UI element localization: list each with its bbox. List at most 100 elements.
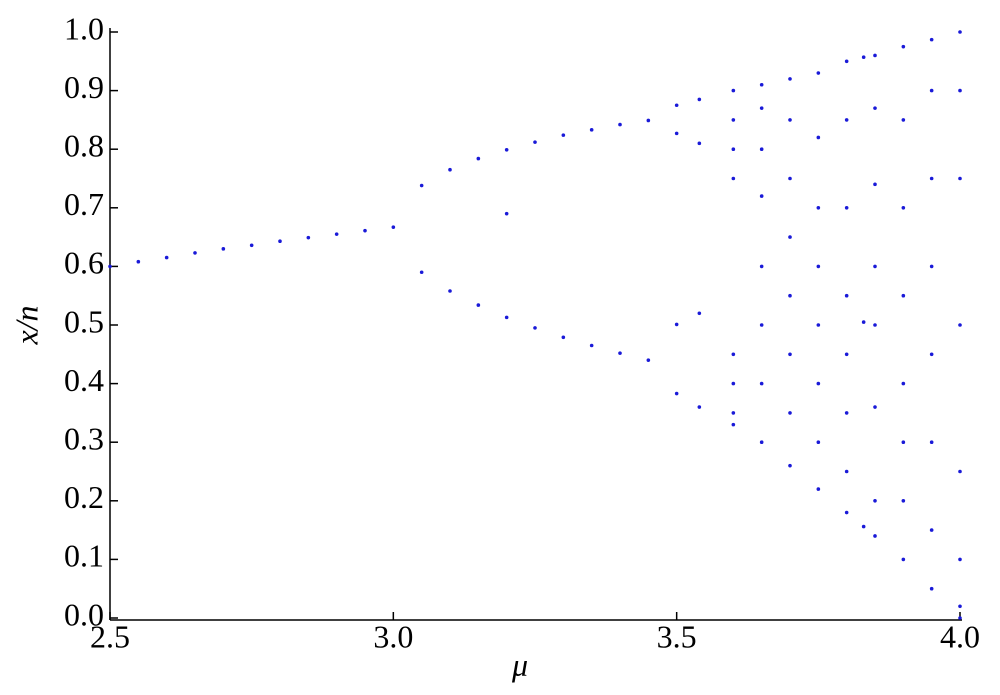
point <box>844 411 849 415</box>
point <box>731 147 736 151</box>
point <box>759 381 764 386</box>
point <box>674 391 679 396</box>
point <box>561 133 566 137</box>
point <box>697 311 702 316</box>
point <box>788 352 792 357</box>
point <box>844 469 849 474</box>
point <box>873 53 877 58</box>
y-tick-label: 0.9 <box>64 69 104 105</box>
point <box>221 247 226 251</box>
point <box>731 118 736 122</box>
point <box>901 293 906 298</box>
point <box>873 534 877 538</box>
point <box>788 235 792 239</box>
x-tick-label: 2.5 <box>90 618 130 654</box>
point <box>731 381 736 386</box>
point <box>476 303 481 307</box>
point <box>958 323 962 327</box>
point <box>816 206 821 210</box>
point <box>697 141 702 146</box>
point <box>929 176 934 181</box>
point <box>759 264 764 269</box>
point <box>589 343 594 348</box>
point <box>929 264 934 269</box>
point <box>759 194 764 198</box>
point <box>164 255 169 260</box>
y-tick-label: 1.0 <box>64 10 104 46</box>
point <box>589 128 594 132</box>
point <box>788 293 792 298</box>
point <box>901 499 906 503</box>
point <box>816 135 821 140</box>
x-axis-label: μ <box>511 646 528 682</box>
point <box>788 118 792 122</box>
point <box>504 211 509 216</box>
point <box>448 289 452 293</box>
point <box>929 528 934 532</box>
point <box>844 206 849 210</box>
point <box>929 440 934 445</box>
point <box>816 381 821 386</box>
point <box>419 270 424 275</box>
point <box>674 322 679 327</box>
point <box>873 405 877 409</box>
point <box>363 228 367 233</box>
point <box>929 586 934 591</box>
point <box>391 225 396 229</box>
point <box>861 524 866 529</box>
point <box>646 118 651 123</box>
point <box>697 405 702 409</box>
point <box>759 147 764 151</box>
point <box>476 156 481 161</box>
point <box>533 326 537 330</box>
point <box>901 440 906 445</box>
point <box>958 88 962 93</box>
point <box>136 259 141 264</box>
point <box>419 183 424 188</box>
point <box>816 487 821 491</box>
point <box>929 88 934 93</box>
point <box>504 315 509 320</box>
point <box>278 239 282 244</box>
point <box>561 335 566 340</box>
point <box>861 55 866 59</box>
y-tick-label: 0.3 <box>64 421 104 457</box>
point <box>901 557 906 562</box>
x-tick-label: 3.5 <box>657 618 697 654</box>
point <box>731 422 736 427</box>
point <box>861 320 866 324</box>
point <box>816 440 821 445</box>
point <box>958 469 962 474</box>
y-tick-label: 0.1 <box>64 538 104 574</box>
point <box>873 264 877 269</box>
point <box>816 323 821 327</box>
point <box>249 243 254 248</box>
point <box>731 176 736 181</box>
point <box>788 463 792 468</box>
point <box>816 71 821 75</box>
point <box>674 131 679 136</box>
point <box>731 352 736 357</box>
point <box>788 176 792 181</box>
point <box>901 118 906 122</box>
point <box>618 122 622 127</box>
point <box>759 106 764 110</box>
point <box>697 97 702 102</box>
point <box>929 37 934 42</box>
point <box>873 182 877 187</box>
y-tick-label: 0.6 <box>64 245 104 281</box>
point <box>108 264 112 269</box>
point <box>306 235 311 240</box>
point <box>448 167 452 172</box>
point <box>844 293 849 298</box>
y-tick-label: 0.8 <box>64 128 104 164</box>
point <box>504 147 509 152</box>
point <box>844 118 849 122</box>
point <box>958 616 962 620</box>
x-tick-label: 4.0 <box>940 618 980 654</box>
point <box>873 323 877 327</box>
point <box>873 499 877 503</box>
point <box>731 88 736 93</box>
point <box>334 232 339 236</box>
point <box>901 44 906 49</box>
